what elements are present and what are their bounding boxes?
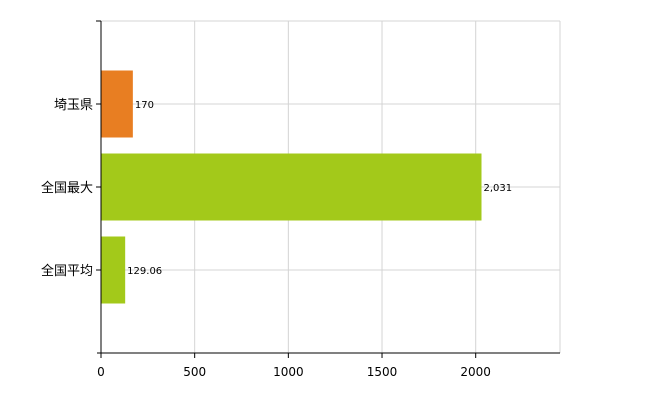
bars [101, 70, 482, 304]
category-label: 全国最大 [41, 180, 93, 196]
x-tick-label: 2000 [460, 365, 491, 379]
bar [101, 70, 133, 138]
data-label: 2,031 [484, 183, 513, 194]
axes [96, 20, 560, 358]
data-label: 170 [135, 100, 154, 111]
category-label: 全国平均 [41, 263, 93, 279]
gridlines [101, 20, 561, 353]
x-tick-label: 1000 [273, 365, 304, 379]
category-label: 埼玉県 [54, 98, 93, 113]
bar [101, 236, 126, 304]
x-tick-label: 1500 [367, 365, 398, 379]
bar [101, 153, 482, 221]
x-tick-label: 500 [183, 365, 206, 379]
data-label: 129.06 [127, 266, 162, 277]
x-tick-label: 0 [97, 365, 105, 379]
